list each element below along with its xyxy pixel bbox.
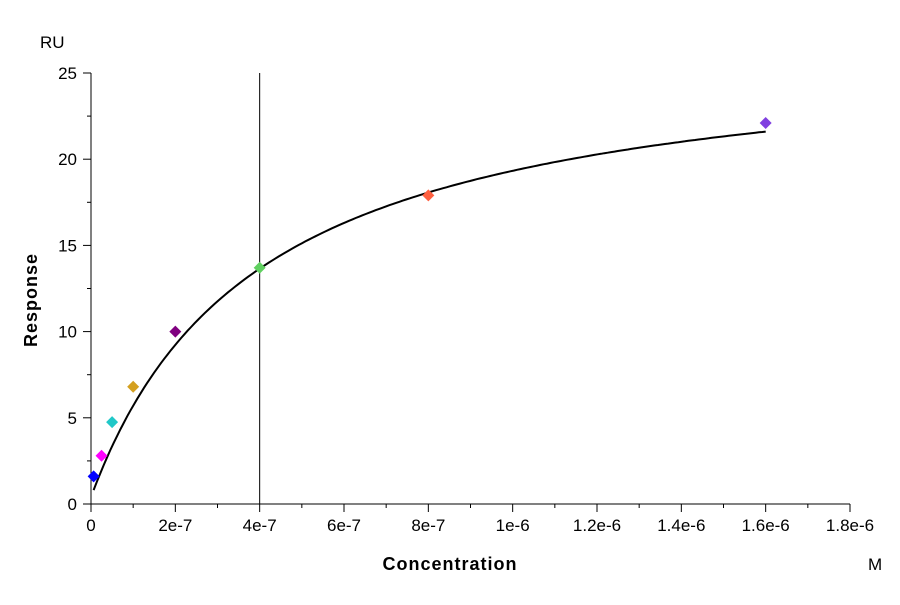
y-tick-label: 25 [58, 64, 77, 83]
y-tick-label: 20 [58, 150, 77, 169]
x-tick-label: 1.6e-6 [742, 516, 790, 535]
x-tick-label: 6e-7 [327, 516, 361, 535]
data-point [87, 470, 100, 483]
data-point [169, 325, 182, 338]
y-tick-label: 0 [68, 495, 77, 514]
x-tick-label: 1.8e-6 [826, 516, 874, 535]
y-tick-label: 10 [58, 323, 77, 342]
x-tick-label: 1e-6 [496, 516, 530, 535]
y-axis-title: Response [21, 253, 41, 347]
data-point [95, 449, 108, 462]
data-point [106, 416, 119, 429]
x-tick-label: 1.2e-6 [573, 516, 621, 535]
marks [87, 73, 772, 504]
x-unit-label: M [868, 555, 882, 574]
x-tick-label: 4e-7 [243, 516, 277, 535]
x-tick-label: 8e-7 [411, 516, 445, 535]
x-tick-label: 2e-7 [158, 516, 192, 535]
x-tick-label: 0 [86, 516, 95, 535]
data-point [422, 189, 435, 202]
axes: 0 2e-7 4e-7 6e-7 8e-7 1e-6 1.2e-6 1.4e-6 1.6e-6 1… [58, 64, 874, 535]
x-axis-title: Concentration [382, 554, 517, 574]
data-point [759, 116, 772, 129]
data-point [253, 261, 266, 274]
y-unit-label: RU [40, 33, 65, 52]
fit-curve [92, 130, 766, 491]
y-tick-label: 15 [58, 236, 77, 255]
x-tick-label: 1.4e-6 [657, 516, 705, 535]
data-point [127, 380, 140, 393]
y-tick-label: 5 [68, 409, 77, 428]
